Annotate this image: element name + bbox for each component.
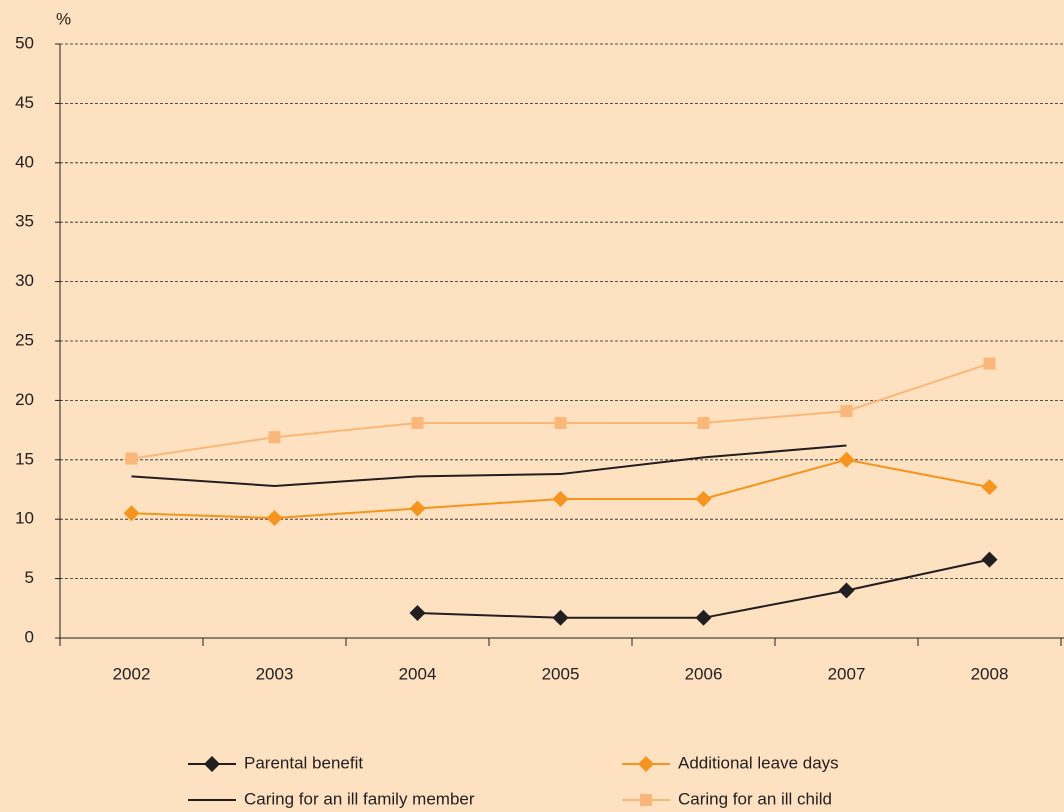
x-tick-label: 2006: [685, 664, 723, 683]
point: [840, 405, 853, 418]
y-tick-label: 15: [15, 449, 34, 468]
y-tick-label: 25: [15, 330, 34, 349]
point: [125, 452, 138, 465]
y-tick-label: 0: [25, 627, 34, 646]
legend-label: Caring for an ill family member: [244, 789, 475, 808]
y-tick-label: 5: [25, 568, 34, 587]
point: [268, 431, 281, 444]
point: [697, 416, 710, 429]
y-tick-label: 45: [15, 93, 34, 112]
point: [123, 505, 140, 522]
y-tick-label: 30: [15, 271, 34, 290]
point: [981, 551, 998, 568]
point: [838, 451, 855, 468]
y-tick-label: 50: [15, 33, 34, 52]
point: [266, 510, 283, 527]
point: [695, 491, 712, 508]
y-tick-label: 40: [15, 152, 34, 171]
x-tick-label: 2004: [399, 664, 437, 683]
point: [409, 605, 426, 622]
point: [838, 582, 855, 599]
point: [983, 357, 996, 370]
point: [554, 416, 567, 429]
point: [409, 500, 426, 517]
x-tick-label: 2002: [113, 664, 151, 683]
x-tick-label: 2007: [828, 664, 866, 683]
x-tick-label: 2005: [542, 664, 580, 683]
point: [552, 491, 569, 508]
point: [695, 609, 712, 626]
legend-marker: [640, 794, 652, 806]
y-tick-label: 35: [15, 212, 34, 231]
legend-marker: [638, 756, 654, 772]
y-tick-label: 20: [15, 390, 34, 409]
legend-label: Additional leave days: [678, 753, 839, 772]
y-tick-label: 10: [15, 509, 34, 528]
point: [411, 416, 424, 429]
legend-marker: [204, 756, 220, 772]
y-axis-label: %: [56, 9, 71, 28]
line: [131, 444, 847, 487]
x-tick-label: 2008: [971, 664, 1009, 683]
legend-label: Parental benefit: [244, 753, 363, 772]
legend-label: Caring for an ill child: [678, 789, 832, 808]
point: [981, 479, 998, 496]
point: [552, 609, 569, 626]
x-tick-label: 2003: [256, 664, 294, 683]
